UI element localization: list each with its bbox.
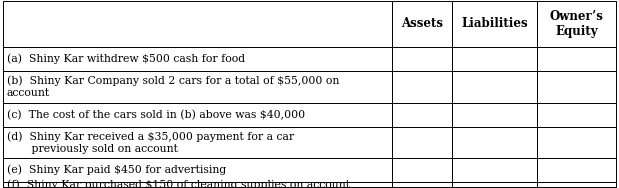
Bar: [392, 182, 452, 187]
Bar: [392, 71, 452, 103]
Text: (f)  Shiny Kar purchased $150 of cleaning supplies on account: (f) Shiny Kar purchased $150 of cleaning…: [7, 179, 350, 188]
Bar: [3, 103, 392, 127]
Bar: [392, 103, 452, 127]
Text: (a)  Shiny Kar withdrew $500 cash for food: (a) Shiny Kar withdrew $500 cash for foo…: [7, 53, 245, 64]
Bar: [537, 127, 616, 158]
Bar: [3, 182, 392, 187]
Text: Assets: Assets: [401, 17, 443, 30]
Text: Owner’s
Equity: Owner’s Equity: [550, 10, 604, 38]
Bar: [3, 71, 392, 103]
Bar: [3, 1, 392, 47]
Text: Liabilities: Liabilities: [461, 17, 528, 30]
Text: (e)  Shiny Kar paid $450 for advertising: (e) Shiny Kar paid $450 for advertising: [7, 164, 226, 175]
Bar: [537, 158, 616, 182]
Bar: [452, 182, 537, 187]
Bar: [537, 47, 616, 71]
Bar: [452, 71, 537, 103]
Text: (d)  Shiny Kar received a $35,000 payment for a car
       previously sold on ac: (d) Shiny Kar received a $35,000 payment…: [7, 131, 294, 154]
Bar: [452, 158, 537, 182]
Bar: [392, 1, 452, 47]
Bar: [537, 1, 616, 47]
Bar: [392, 47, 452, 71]
Bar: [452, 103, 537, 127]
Bar: [3, 158, 392, 182]
Bar: [3, 47, 392, 71]
Bar: [392, 127, 452, 158]
Bar: [452, 1, 537, 47]
Bar: [537, 182, 616, 187]
Bar: [392, 158, 452, 182]
Text: (b)  Shiny Kar Company sold 2 cars for a total of $55,000 on
account: (b) Shiny Kar Company sold 2 cars for a …: [7, 76, 339, 98]
Bar: [537, 71, 616, 103]
Bar: [452, 127, 537, 158]
Bar: [3, 127, 392, 158]
Text: (c)  The cost of the cars sold in (b) above was $40,000: (c) The cost of the cars sold in (b) abo…: [7, 110, 305, 120]
Bar: [452, 47, 537, 71]
Bar: [537, 103, 616, 127]
